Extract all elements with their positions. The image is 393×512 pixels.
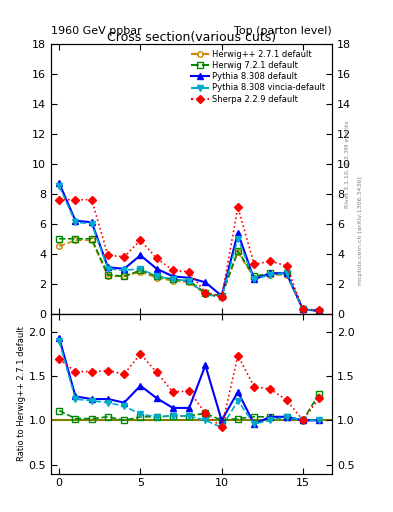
Legend: Herwig++ 2.7.1 default, Herwig 7.2.1 default, Pythia 8.308 default, Pythia 8.308: Herwig++ 2.7.1 default, Herwig 7.2.1 def… <box>188 48 328 106</box>
Y-axis label: Ratio to Herwig++ 2.7.1 default: Ratio to Herwig++ 2.7.1 default <box>17 326 26 461</box>
Text: Top (parton level): Top (parton level) <box>234 26 332 36</box>
Text: mcplots.cern.ch [arXiv:1306.3436]: mcplots.cern.ch [arXiv:1306.3436] <box>358 176 363 285</box>
Title: Cross section(various cuts): Cross section(various cuts) <box>107 31 276 44</box>
Text: Rivet 3.1.10, ≥ 2.3M events: Rivet 3.1.10, ≥ 2.3M events <box>345 120 350 208</box>
Text: 1960 GeV ppbar: 1960 GeV ppbar <box>51 26 142 36</box>
